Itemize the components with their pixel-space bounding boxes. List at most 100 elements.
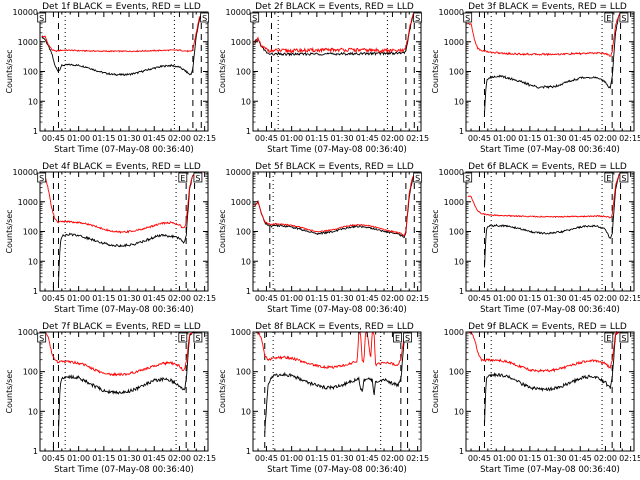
x-tick-label: 02:00 <box>381 134 404 143</box>
x-tick-label: 01:00 <box>67 294 90 303</box>
series-line-events <box>484 172 623 268</box>
flag-box <box>604 172 614 183</box>
detector-panel: Det 5f BLACK = Events, RED = LLD 1 10 100 10… <box>218 162 429 315</box>
y-tick-label: 10000 <box>226 168 251 177</box>
flag-box <box>463 12 473 23</box>
plot-frame <box>465 11 635 132</box>
y-tick-label: 1000 <box>444 198 464 207</box>
y-axis-label: Counts/sec <box>218 49 227 93</box>
x-tick-label: 01:30 <box>544 294 567 303</box>
y-tick-label: 1 <box>459 287 464 296</box>
y-axis-label: Counts/sec <box>5 209 14 253</box>
y-axis-label: Counts/sec <box>5 369 14 413</box>
y-axis-label: Counts/sec <box>431 369 440 413</box>
x-tick-label: 01:15 <box>518 134 541 143</box>
flag-box <box>193 172 203 183</box>
series-line-lld <box>467 12 623 57</box>
x-tick-label: 01:45 <box>356 454 379 463</box>
x-tick-label: 02:15 <box>406 134 429 143</box>
flag-label: S <box>195 174 200 183</box>
series-line-lld <box>467 172 623 219</box>
x-tick-label: 02:00 <box>594 454 617 463</box>
y-tick-label: 1000 <box>231 38 251 47</box>
plot-frame <box>39 331 209 452</box>
x-tick-label: 00:45 <box>468 454 491 463</box>
flag-label: S <box>252 14 257 23</box>
x-tick-label: 02:15 <box>406 294 429 303</box>
series-line-lld <box>41 331 197 377</box>
flag-box <box>37 12 47 23</box>
x-tick-label: 01:30 <box>118 294 141 303</box>
plot-frame <box>465 171 635 292</box>
y-tick-label: 10 <box>28 407 38 416</box>
x-tick-label: 02:00 <box>168 294 191 303</box>
y-tick-label: 1 <box>33 287 38 296</box>
x-tick-label: 02:00 <box>168 134 191 143</box>
x-tick-label: 01:45 <box>356 294 379 303</box>
y-axis-label: Counts/sec <box>431 209 440 253</box>
series-line-events <box>254 13 415 57</box>
y-tick-label: 100 <box>23 368 38 377</box>
flag-box <box>619 332 629 343</box>
y-tick-label: 1000 <box>18 198 38 207</box>
flag-label: S <box>39 174 44 183</box>
flag-box <box>413 172 423 183</box>
y-tick-label: 10000 <box>439 168 464 177</box>
x-tick-label: 01:45 <box>569 134 592 143</box>
x-tick-label: 02:15 <box>193 134 216 143</box>
flag-label: S <box>415 14 420 23</box>
y-tick-label: 100 <box>236 68 251 77</box>
x-tick-label: 01:00 <box>67 454 90 463</box>
y-tick-label: 1 <box>246 127 251 136</box>
x-tick-label: 01:00 <box>493 134 516 143</box>
series-line-events <box>254 175 415 239</box>
flag-label: S <box>621 14 626 23</box>
flag-box <box>604 12 614 23</box>
x-tick-label: 02:15 <box>619 134 640 143</box>
x-tick-label: 01:45 <box>143 294 166 303</box>
plot-frame <box>465 331 635 452</box>
x-tick-label: 01:00 <box>67 134 90 143</box>
flag-box <box>200 12 210 23</box>
x-tick-label: 01:30 <box>118 134 141 143</box>
x-tick-label: 01:30 <box>331 134 354 143</box>
series-line-events <box>484 330 623 425</box>
x-axis-label: Start Time (07-May-08 00:36:40) <box>267 305 407 315</box>
x-axis-label: Start Time (07-May-08 00:36:40) <box>480 145 620 155</box>
detector-panel: Det 7f BLACK = Events, RED = LLD 1 10 100 10… <box>5 322 216 475</box>
x-axis-label: Start Time (07-May-08 00:36:40) <box>54 465 194 475</box>
flag-label: S <box>465 14 470 23</box>
x-tick-label: 02:15 <box>619 294 640 303</box>
plot-frame <box>39 11 209 132</box>
x-tick-label: 02:00 <box>594 294 617 303</box>
x-tick-label: 01:15 <box>92 134 115 143</box>
flag-box <box>178 332 188 343</box>
y-tick-label: 10 <box>454 257 464 266</box>
x-tick-label: 00:45 <box>468 294 491 303</box>
x-axis-label: Start Time (07-May-08 00:36:40) <box>480 465 620 475</box>
y-tick-label: 10 <box>454 407 464 416</box>
flag-label: E <box>395 334 400 343</box>
x-tick-label: 01:15 <box>518 454 541 463</box>
x-tick-label: 00:45 <box>255 134 278 143</box>
flag-box <box>619 12 629 23</box>
panel-title: Det 9f BLACK = Events, RED = LLD <box>468 322 627 332</box>
flag-box <box>619 172 629 183</box>
y-tick-label: 1000 <box>231 198 251 207</box>
series-line-lld <box>41 14 202 53</box>
panel-title: Det 5f BLACK = Events, RED = LLD <box>255 162 414 172</box>
y-tick-label: 1 <box>246 287 251 296</box>
x-tick-label: 01:45 <box>143 454 166 463</box>
y-tick-label: 1000 <box>231 328 251 337</box>
panel-title: Det 2f BLACK = Events, RED = LLD <box>255 2 414 12</box>
y-tick-label: 100 <box>449 228 464 237</box>
x-axis-label: Start Time (07-May-08 00:36:40) <box>267 465 407 475</box>
y-tick-label: 1 <box>459 127 464 136</box>
x-tick-label: 00:45 <box>468 134 491 143</box>
panel-title: Det 8f BLACK = Events, RED = LLD <box>255 322 414 332</box>
x-tick-label: 02:15 <box>193 454 216 463</box>
x-tick-label: 01:30 <box>544 134 567 143</box>
panel-title: Det 1f BLACK = Events, RED = LLD <box>42 2 201 12</box>
x-tick-label: 01:15 <box>305 294 328 303</box>
flag-box <box>463 172 473 183</box>
